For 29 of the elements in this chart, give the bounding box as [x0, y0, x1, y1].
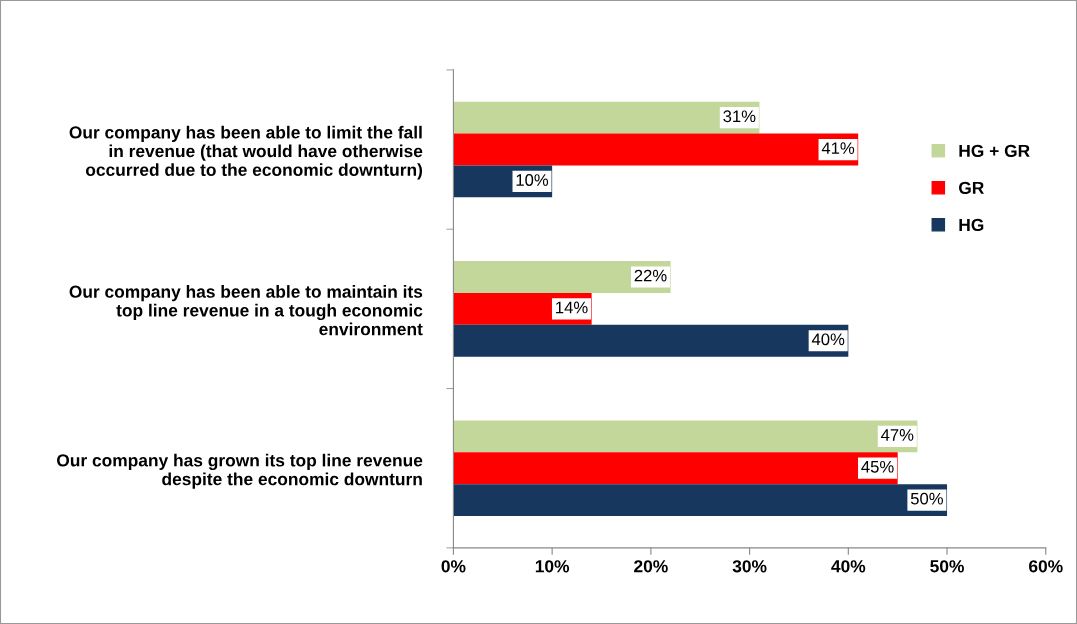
y-tick-label: Our company has been able to limit the fall in revenue (that would have otherwise occurred due to the economic downturn)	[69, 125, 423, 180]
x-tick-label: 0%	[441, 560, 466, 573]
bar	[453, 101, 760, 134]
legend-label: HG	[959, 218, 984, 232]
data-label: 10%	[516, 174, 549, 186]
data-label: 47%	[881, 429, 914, 441]
data-label: 22%	[634, 269, 667, 282]
data-label: 31%	[723, 110, 756, 123]
bar	[453, 452, 898, 485]
data-label: 45%	[861, 460, 894, 473]
y-tick-label: Our company has been able to maintain its top line revenue in a tough economic environment	[69, 285, 423, 336]
bar	[453, 324, 849, 357]
bar	[453, 261, 671, 293]
x-tick-label: 10%	[535, 560, 570, 573]
x-tick-label: 60%	[1029, 560, 1063, 573]
data-label: 41%	[821, 142, 855, 154]
x-tick-label: 30%	[732, 560, 767, 573]
y-tick-label: Our company has grown its top line revenue despite the economic downturn	[57, 453, 423, 489]
legend-label: HG + GR	[959, 144, 1030, 158]
x-tick-label: 40%	[831, 560, 866, 573]
data-label: 14%	[556, 301, 588, 314]
bar	[453, 484, 948, 517]
x-tick-label: 50%	[930, 560, 964, 573]
legend-label: GR	[958, 181, 984, 195]
bar	[453, 133, 859, 166]
bar	[453, 420, 918, 453]
data-label: 50%	[910, 492, 943, 505]
x-tick-label: 20%	[634, 560, 668, 573]
data-label: 40%	[811, 333, 845, 346]
